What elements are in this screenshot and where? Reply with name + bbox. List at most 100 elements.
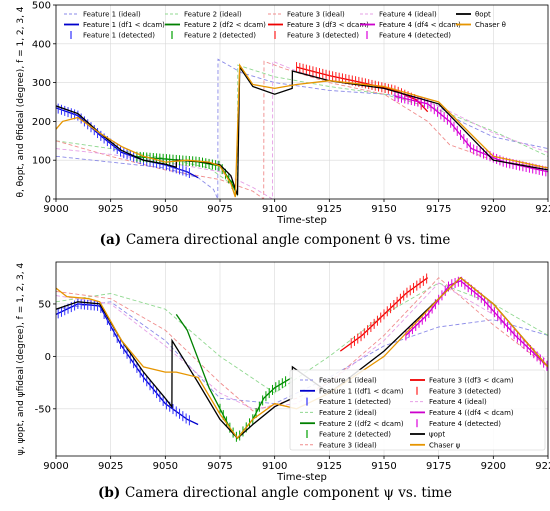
y-tick-label: 400 bbox=[32, 39, 51, 50]
plot-area bbox=[56, 59, 548, 199]
x-tick-label: 9050 bbox=[153, 461, 178, 472]
legend-label: Feature 1 (detected) bbox=[319, 398, 391, 406]
legend-label: ψopt bbox=[429, 431, 445, 439]
legend-label: Chaser ψ bbox=[429, 441, 461, 449]
x-tick-label: 9075 bbox=[207, 461, 232, 472]
x-tick-label: 9175 bbox=[426, 204, 451, 215]
x-tick-label: 9200 bbox=[481, 204, 506, 215]
legend-label: Feature 4 (ideal) bbox=[379, 11, 437, 19]
marker-group-feature-1-detected bbox=[58, 104, 189, 178]
legend-label: Chaser θ bbox=[475, 21, 506, 29]
x-tick-label: 9200 bbox=[481, 461, 506, 472]
legend-entry-feature-4-detected: Feature 4 (detected) bbox=[417, 419, 501, 428]
legend-label: Feature 1 (detected) bbox=[83, 32, 155, 40]
x-tick-label: 9025 bbox=[98, 204, 123, 215]
legend: Feature 1 (ideal) Feature 1 ((df1 < dcam)… bbox=[290, 370, 545, 450]
y-axis-label: θ, θopt, and θfideal (degree), f = 1, 2,… bbox=[16, 6, 26, 197]
caption-text: Camera directional angle component θ vs.… bbox=[126, 232, 451, 248]
legend-entry-feature-2-df2-dcam: Feature 2 (df2 < dcam) bbox=[165, 21, 266, 29]
legend-entry-feature-1-detected: Feature 1 (detected) bbox=[71, 31, 155, 40]
legend-entry-chaser: Chaser θ bbox=[456, 21, 506, 29]
series-line-opt bbox=[56, 67, 548, 195]
x-tick-label: 9125 bbox=[317, 461, 342, 472]
legend-entry-feature-3-detected: Feature 3 (detected) bbox=[417, 387, 501, 396]
series-line-chaser bbox=[56, 65, 548, 197]
y-tick-label: 0 bbox=[45, 195, 51, 206]
legend: Feature 1 (ideal) Feature 1 (df1 < dcam) F… bbox=[64, 11, 506, 40]
legend-label: Feature 2 (ideal) bbox=[184, 11, 242, 19]
x-tick-label: 9000 bbox=[43, 204, 68, 215]
legend-entry-opt: θopt bbox=[456, 11, 491, 19]
legend-label: Feature 3 ((df3 < dcam) bbox=[429, 377, 514, 385]
legend-label: Feature 4 (detected) bbox=[429, 420, 501, 428]
chart-panel-a: 9000 9025 9050 9075 9100 9125 9150 9175 9200 9225… bbox=[16, 1, 550, 249]
marker-group-feature-3-detected bbox=[297, 62, 422, 110]
y-tick-label: 500 bbox=[32, 1, 51, 12]
legend-label: Feature 4 (ideal) bbox=[429, 398, 487, 406]
y-tick-label: 50 bbox=[38, 299, 51, 310]
x-tick-label: 9175 bbox=[426, 461, 451, 472]
legend-label: Feature 4 (df4 < dcam) bbox=[379, 21, 461, 29]
legend-label: Feature 1 (ideal) bbox=[319, 377, 377, 385]
x-axis-label: Time-step bbox=[276, 215, 327, 226]
legend-label: Feature 2 ((df2 < dcam) bbox=[319, 420, 404, 428]
legend-label: Feature 1 (df1 < dcam) bbox=[83, 21, 165, 29]
legend-label: Feature 2 (ideal) bbox=[319, 409, 377, 417]
x-tick-label: 9225 bbox=[535, 204, 550, 215]
legend-entry-feature-4-df4-dcam: Feature 4 (df4 < dcam) bbox=[360, 21, 461, 29]
legend-entry-feature-3-detected: Feature 3 (detected) bbox=[275, 31, 359, 40]
legend-label: Feature 4 (detected) bbox=[379, 32, 451, 40]
x-tick-label: 9100 bbox=[262, 204, 287, 215]
y-tick-label: 100 bbox=[32, 156, 51, 167]
legend-entry-feature-1-ideal: Feature 1 (ideal) bbox=[64, 11, 141, 19]
legend-entry-feature-3-df3-dcam: Feature 3 (df3 < dcam) bbox=[268, 21, 369, 29]
x-axis-label: Time-step bbox=[276, 472, 327, 483]
series-line-feature-1-ideal bbox=[56, 59, 548, 199]
legend-entry-feature-2-detected: Feature 2 (detected) bbox=[172, 31, 256, 40]
legend-label: Feature 3 (df3 < dcam) bbox=[287, 21, 369, 29]
legend-entry-feature-2-detected: Feature 2 (detected) bbox=[307, 430, 391, 439]
caption: (b) Camera directional angle component ψ… bbox=[98, 485, 452, 501]
marker-group-feature-1-detected bbox=[58, 299, 189, 425]
legend-label: Feature 3 (detected) bbox=[429, 387, 501, 395]
legend-label: Feature 2 (detected) bbox=[184, 32, 256, 40]
legend-label: Feature 2 (detected) bbox=[319, 431, 391, 439]
series-line-feature-2-ideal bbox=[56, 65, 548, 195]
legend-label: Feature 4 ((df4 < dcam) bbox=[429, 409, 514, 417]
x-tick-label: 9000 bbox=[43, 461, 68, 472]
marker-group-feature-3-detected bbox=[351, 274, 426, 349]
caption-text: Camera directional angle component ψ vs.… bbox=[125, 485, 452, 501]
series-line-feature-4-df4-dcam bbox=[406, 281, 548, 367]
legend-entry-feature-4-ideal: Feature 4 (ideal) bbox=[360, 11, 437, 19]
x-tick-label: 9050 bbox=[153, 204, 178, 215]
legend-entry-feature-4-detected: Feature 4 (detected) bbox=[367, 31, 451, 40]
legend-label: Feature 2 (df2 < dcam) bbox=[184, 21, 266, 29]
legend-label: Feature 3 (ideal) bbox=[287, 11, 345, 19]
x-tick-label: 9150 bbox=[371, 204, 396, 215]
legend-label: Feature 3 (ideal) bbox=[319, 441, 377, 449]
x-tick-label: 9100 bbox=[262, 461, 287, 472]
legend-entry-feature-3-ideal: Feature 3 (ideal) bbox=[268, 11, 345, 19]
x-tick-label: 9075 bbox=[207, 204, 232, 215]
legend-label: θopt bbox=[475, 11, 491, 19]
legend-entry-feature-1-detected: Feature 1 (detected) bbox=[307, 398, 391, 407]
legend-label: Feature 1 (ideal) bbox=[83, 11, 141, 19]
y-axis-label: ψ, ψopt, and ψfideal (degree), f = 1, 2,… bbox=[16, 263, 26, 456]
caption-label: (a) bbox=[100, 232, 126, 248]
chart-panel-b: 9000 9025 9050 9075 9100 9125 9150 9175 9200 9225… bbox=[16, 262, 550, 501]
x-tick-label: 9125 bbox=[317, 204, 342, 215]
y-tick-label: -50 bbox=[35, 404, 51, 415]
caption-label: (b) bbox=[98, 485, 125, 501]
x-tick-label: 9150 bbox=[371, 461, 396, 472]
legend-label: Feature 3 (detected) bbox=[287, 32, 359, 40]
legend-entry-feature-1-df1-dcam: Feature 1 (df1 < dcam) bbox=[64, 21, 165, 29]
series-line-feature-2-df2-dcam bbox=[133, 156, 238, 195]
legend-label: Feature 1 ((df1 < dcam) bbox=[319, 387, 404, 395]
x-tick-label: 9225 bbox=[535, 461, 550, 472]
series-line-feature-1-df1-dcam bbox=[56, 304, 198, 425]
y-tick-label: 0 bbox=[45, 352, 51, 363]
legend-entry-feature-2-ideal: Feature 2 (ideal) bbox=[165, 11, 242, 19]
x-tick-label: 9025 bbox=[98, 461, 123, 472]
y-tick-label: 300 bbox=[32, 78, 51, 89]
